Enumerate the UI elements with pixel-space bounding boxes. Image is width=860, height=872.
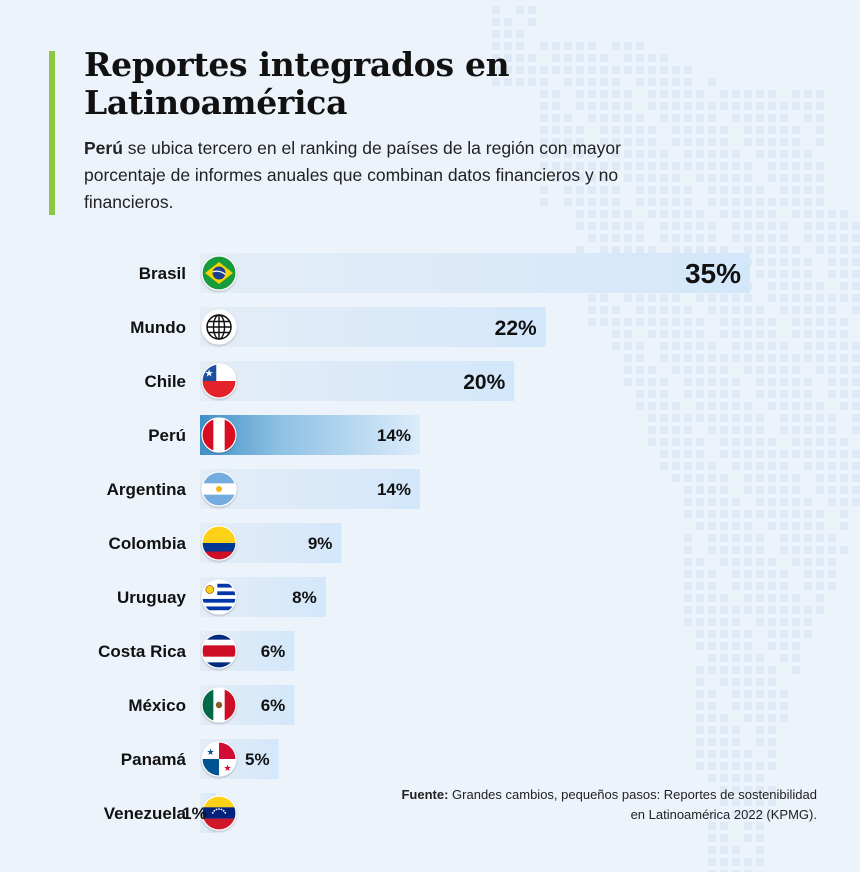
map-dot-grid [492, 6, 860, 872]
flag-venezuela-icon [201, 795, 237, 831]
bar-chart: Brasil 35%Mundo 22%Chile ★ 20%Perú 14%Argenti… [98, 253, 750, 833]
category-label: México [128, 696, 186, 715]
chart-row: Perú 14% [148, 415, 420, 455]
chart-row: Panamá ★★ 5% [121, 739, 279, 779]
accent-bar [49, 51, 55, 215]
svg-text:★: ★ [223, 764, 231, 774]
page-title: Reportes integrados en Latinoamérica [84, 45, 510, 122]
category-label: Colombia [109, 534, 187, 553]
value-label: 22% [495, 317, 537, 340]
subtitle-highlight: Perú [84, 138, 123, 158]
value-label: 35% [685, 258, 741, 289]
category-label: Venezuela [104, 804, 187, 823]
bar-mundo [200, 307, 546, 347]
category-label: Brasil [139, 264, 186, 283]
value-label: 14% [377, 426, 411, 445]
flag-mexico-icon [201, 687, 237, 723]
flag-peru-icon [201, 417, 237, 453]
bar-brasil [200, 253, 750, 293]
chart-row: Colombia 9% [109, 523, 342, 563]
category-label: Perú [148, 426, 186, 445]
flag-colombia-icon [201, 525, 237, 561]
bar-argentina [200, 469, 420, 509]
category-label: Uruguay [117, 588, 187, 607]
flag-panama-icon: ★★ [201, 741, 237, 777]
value-label: 9% [308, 534, 333, 553]
category-label: Argentina [107, 480, 187, 499]
bar-perú [200, 415, 420, 455]
value-label: 8% [292, 588, 317, 607]
subtitle-text: se ubica tercero en el ranking de países… [84, 138, 621, 212]
value-label: 6% [261, 642, 286, 661]
bar-chile [200, 361, 515, 401]
flag-uruguay-icon [201, 579, 237, 615]
page-subtitle: Perú se ubica tercero en el ranking de p… [84, 135, 624, 216]
value-label: 5% [245, 750, 270, 769]
source-note: Fuente: Grandes cambios, pequeños pasos:… [397, 785, 817, 825]
chart-row: Brasil 35% [139, 253, 750, 293]
source-label: Fuente: [401, 787, 449, 802]
source-text: Grandes cambios, pequeños pasos: Reporte… [448, 787, 817, 822]
category-label: Chile [144, 372, 186, 391]
value-label: 6% [261, 696, 286, 715]
chart-row: Costa Rica 6% [98, 631, 295, 671]
chart-row: México 6% [128, 685, 295, 725]
chart-row: Uruguay 8% [117, 577, 326, 617]
category-label: Mundo [130, 318, 186, 337]
flag-brazil-icon [201, 255, 237, 291]
globe-icon [201, 309, 237, 345]
chart-row: Chile ★ 20% [144, 361, 515, 401]
svg-text:★: ★ [205, 369, 214, 380]
chart-row: Mundo 22% [130, 307, 546, 347]
flag-argentina-icon [201, 471, 237, 507]
category-label: Panamá [121, 750, 187, 769]
value-label: 20% [463, 371, 505, 394]
value-label: 14% [377, 480, 411, 499]
flag-costa-rica-icon [201, 633, 237, 669]
svg-text:★: ★ [206, 748, 214, 758]
value-label: 1% [182, 804, 207, 823]
flag-chile-icon: ★ [201, 363, 237, 399]
chart-row: Argentina 14% [107, 469, 420, 509]
category-label: Costa Rica [98, 642, 186, 661]
